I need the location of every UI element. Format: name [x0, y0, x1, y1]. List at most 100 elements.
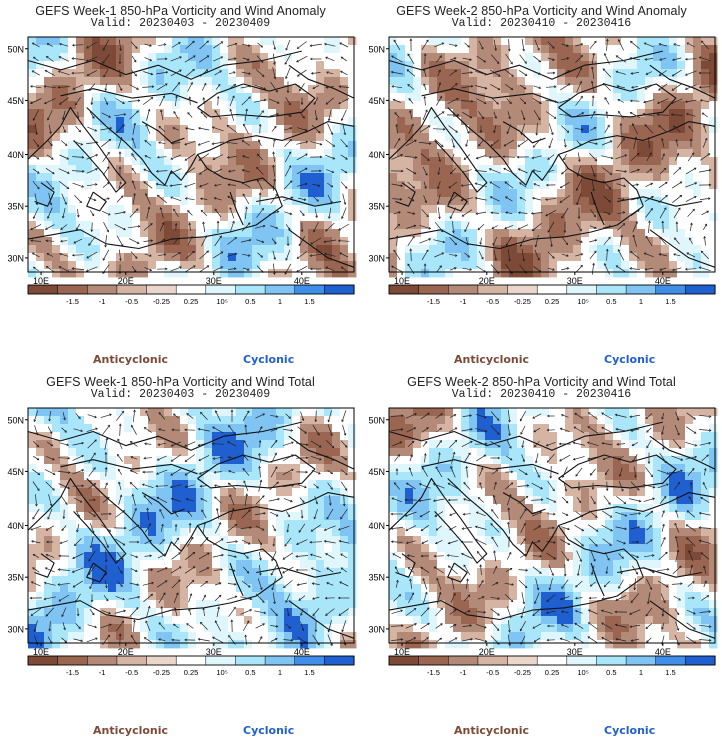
- lon-label: 40E: [655, 276, 671, 286]
- coastline: [388, 205, 644, 250]
- colorbar-tick-label: -0.25: [153, 668, 170, 677]
- vorticity-map: 50N 45N 40N 35N 30N 10E 20E 30E 40E -1.5 -1 -0.5 -0.…: [368, 36, 718, 306]
- colorbar-frame: [388, 284, 716, 295]
- coastline: [197, 454, 316, 489]
- coastline: [86, 107, 211, 186]
- colorbar-swatch: [116, 284, 148, 295]
- colorbar-swatch: [235, 655, 266, 666]
- coastline: [86, 562, 107, 583]
- colorbar-swatch: [324, 655, 355, 666]
- colorbar-tick-label: 1: [278, 297, 282, 306]
- colorbar-swatch: [57, 655, 88, 666]
- colorbar-tick-label: 1.5: [304, 297, 314, 306]
- colorbar-swatch: [388, 655, 420, 666]
- colorbar-tick-label: 0.5: [606, 668, 616, 677]
- coastline: [388, 576, 644, 621]
- coastline: [395, 553, 416, 578]
- colorbar-swatch: [566, 284, 598, 295]
- lat-label: 30N: [368, 624, 385, 634]
- coastline: [649, 229, 716, 268]
- lat-label: 35N: [7, 573, 24, 583]
- colorbar-tick-label: -0.25: [514, 297, 531, 306]
- lon-label: 30E: [206, 276, 222, 286]
- colorbar-tick-label: -0.5: [125, 668, 138, 677]
- colorbar-tick-label: 1: [639, 297, 643, 306]
- lat-label: 35N: [7, 202, 24, 212]
- lat-label: 40N: [7, 150, 24, 160]
- coastline: [197, 83, 316, 118]
- coastline: [571, 121, 716, 151]
- map-area: [389, 408, 718, 649]
- anticyclonic-label: Anticyclonic: [93, 724, 169, 737]
- colorbar-tick-label: 1: [278, 668, 282, 677]
- colorbar-tick-label: -0.25: [514, 668, 531, 677]
- coastline: [649, 435, 716, 470]
- coastline: [141, 492, 185, 515]
- colorbar-tick-label: -1.5: [66, 668, 79, 677]
- colorbar-tick-label: -1: [460, 668, 467, 677]
- colorbar-tick-label: 0.25: [545, 668, 560, 677]
- colorbar-swatch: [57, 284, 88, 295]
- lat-label: 40N: [368, 150, 385, 160]
- colorbar-swatch: [507, 284, 538, 295]
- colorbar-unit-label: 10⁵: [577, 668, 588, 677]
- coastline: [558, 525, 644, 578]
- colorbar-tick-label: 1.5: [304, 668, 314, 677]
- panel-valid-dates: Valid: 20230403 - 20230409: [90, 388, 271, 401]
- colorbar-tick-label: -1: [99, 297, 106, 306]
- colorbar-swatch: [27, 284, 59, 295]
- cyclonic-label: Cyclonic: [604, 724, 656, 737]
- panel-week1-total: 50N 45N 40N 35N 30N 10E 20E 30E 40E -1.5 -1 -0.5 -0.…: [0, 371, 361, 742]
- coastline: [27, 421, 302, 451]
- lat-label: 40N: [368, 521, 385, 531]
- panel-valid-dates: Valid: 20230410 - 20230416: [451, 388, 632, 401]
- colorbar-swatch: [27, 655, 59, 666]
- colorbar-unit-label: 10⁵: [216, 297, 227, 306]
- lat-label: 50N: [7, 44, 24, 54]
- coastline: [197, 525, 283, 578]
- coastline: [571, 492, 716, 522]
- colorbar-swatch: [625, 655, 657, 666]
- lat-label: 50N: [368, 44, 385, 54]
- lon-label: 40E: [294, 647, 310, 657]
- colorbar-swatch: [536, 284, 568, 295]
- colorbar-unit-label: 10⁵: [577, 297, 588, 306]
- colorbar-unit-label: 10⁵: [216, 668, 227, 677]
- colorbar-swatch: [625, 284, 657, 295]
- lon-label: 20E: [118, 647, 134, 657]
- lon-label: 30E: [567, 647, 583, 657]
- lon-label: 40E: [294, 276, 310, 286]
- colorbar-swatch: [477, 655, 509, 666]
- lon-label: 20E: [118, 276, 134, 286]
- colorbar-swatch: [294, 655, 325, 666]
- colorbar-tick-label: -0.5: [486, 668, 499, 677]
- colorbar-swatch: [388, 284, 420, 295]
- colorbar: -1.5 -1 -0.5 -0.25 0.25 0.5 1 1.5 10⁵: [388, 284, 716, 306]
- coastline: [617, 567, 703, 578]
- coastline: [210, 492, 355, 522]
- coastlines: [27, 421, 355, 639]
- coastline: [421, 459, 559, 475]
- vorticity-map: 50N 45N 40N 35N 30N 10E 20E 30E 40E -1.5 -1 -0.5 -0.…: [368, 407, 718, 677]
- lat-label: 30N: [7, 253, 24, 263]
- panel-week1-anomaly: 50N 45N 40N 35N 30N 10E 20E 30E 40E -1.5 -1 -0.5 -0.…: [0, 0, 361, 371]
- coastline: [558, 454, 677, 489]
- lat-label: 45N: [368, 467, 385, 477]
- coastline: [395, 182, 416, 207]
- coastline: [60, 88, 198, 104]
- panel-valid-dates: Valid: 20230410 - 20230416: [451, 17, 632, 30]
- colorbar-swatch: [175, 655, 207, 666]
- coastline: [288, 600, 355, 639]
- colorbar-tick-label: 0.25: [184, 297, 199, 306]
- coastline: [421, 88, 559, 104]
- colorbar-swatch: [116, 655, 148, 666]
- coastline: [447, 562, 468, 583]
- colorbar-tick-label: -1: [460, 297, 467, 306]
- lat-label: 45N: [368, 96, 385, 106]
- lon-label: 10E: [394, 647, 410, 657]
- lat-label: 30N: [368, 253, 385, 263]
- lon-label: 30E: [206, 647, 222, 657]
- lon-label: 20E: [479, 276, 495, 286]
- colorbar-tick-label: -1.5: [427, 297, 440, 306]
- colorbar-swatch: [205, 655, 237, 666]
